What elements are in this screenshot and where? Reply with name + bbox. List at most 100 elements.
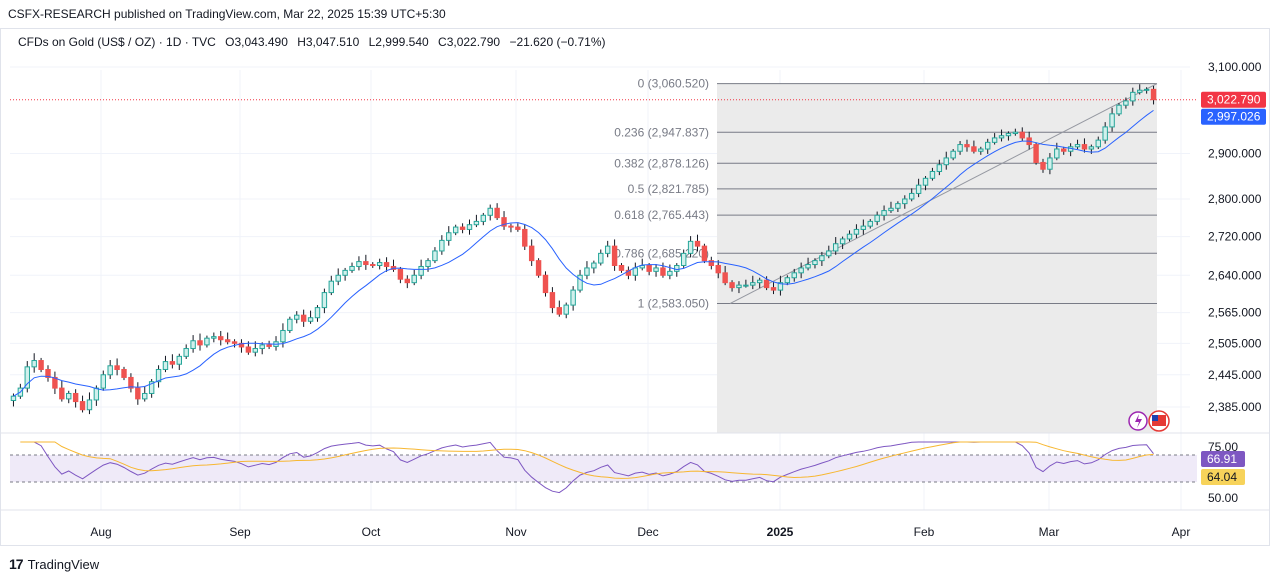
candle (584, 267, 590, 276)
candle (674, 264, 680, 272)
ma-value-tag-bg (1201, 108, 1266, 125)
candle (307, 317, 314, 322)
candle (763, 279, 770, 289)
candle (446, 232, 452, 241)
candle (936, 164, 943, 172)
moving-average-line (13, 109, 1154, 397)
candle (1116, 104, 1122, 115)
candle (839, 238, 846, 245)
candle (1061, 148, 1067, 152)
candle (432, 250, 438, 262)
candle (121, 368, 127, 378)
candle (998, 135, 1005, 139)
candle (563, 304, 569, 315)
candle (418, 265, 424, 276)
candle (1019, 131, 1025, 139)
candle (1143, 88, 1150, 91)
rsi-axis-label: 75.00 (1208, 440, 1238, 454)
candle (888, 207, 894, 212)
candle (211, 336, 217, 339)
rsi-value-tag-bg (1201, 451, 1245, 467)
candle (93, 387, 100, 401)
candle (722, 272, 728, 284)
candle (791, 272, 797, 279)
candle (142, 392, 148, 400)
rsi-value-tag: 66.91 (1207, 452, 1237, 466)
candle (770, 287, 777, 291)
fib-level-label: 0.618 (2,765.443) (614, 208, 709, 222)
candle (577, 274, 583, 291)
footer-brand: TradingView (27, 556, 100, 572)
candle (383, 262, 390, 267)
candle (1123, 100, 1129, 106)
fib-level-label: 0.236 (2,947.837) (614, 125, 709, 139)
candle (1137, 89, 1143, 93)
candle (356, 261, 362, 267)
published-header: CSFX-RESEARCH published on TradingView.c… (8, 7, 446, 21)
tradingview-footer[interactable]: 17 TradingView (9, 556, 99, 572)
candle (902, 198, 908, 205)
candle (798, 267, 804, 274)
fib-level-label: 0.5 (2,821.785) (628, 182, 709, 196)
candle (680, 252, 687, 266)
time-axis-label: Dec (637, 525, 658, 539)
candle (971, 146, 977, 152)
candle (487, 207, 493, 216)
candle (653, 267, 659, 272)
candle (784, 277, 791, 284)
candle (542, 274, 549, 294)
candle (908, 192, 915, 200)
last-price-tag: 3,022.790 (1207, 93, 1261, 107)
candle (860, 225, 867, 230)
candle (38, 360, 44, 370)
low-value: L2,999.540 (368, 35, 429, 49)
candle (812, 260, 818, 266)
price-axis-label: 2,565.000 (1208, 306, 1262, 320)
candle (148, 381, 155, 394)
candle (805, 264, 811, 269)
fib-level-label: 0.382 (2,878.126) (614, 156, 709, 170)
candle (819, 255, 825, 262)
candle (1130, 91, 1136, 102)
candle (646, 264, 652, 272)
price-axis-label: 2,720.000 (1208, 230, 1262, 244)
tradingview-logo-icon: 17 (9, 556, 24, 572)
candle (598, 252, 604, 264)
candle (701, 245, 708, 262)
candle (874, 214, 880, 222)
symbol-label: CFDs on Gold (US$ / OZ) · 1D · TVC (18, 35, 216, 49)
candle (929, 170, 936, 179)
high-value: H3,047.510 (297, 35, 360, 49)
candle (708, 260, 715, 266)
candle (978, 148, 984, 152)
candle (528, 245, 535, 262)
rsi-band (10, 455, 1197, 482)
candle (1012, 131, 1019, 135)
candle (826, 250, 832, 257)
candle (660, 267, 666, 276)
rsi-ma-tag: 64.04 (1207, 470, 1237, 484)
price-axis-label: 2,900.000 (1208, 146, 1262, 160)
candle (342, 269, 348, 276)
candle (867, 220, 873, 227)
candle (404, 278, 411, 284)
candle (314, 307, 321, 319)
candle (1040, 161, 1046, 170)
time-axis-label: Sep (229, 525, 251, 539)
candle (570, 289, 576, 306)
candle (694, 240, 701, 247)
flag-canton-icon (1152, 415, 1158, 421)
candle (832, 243, 839, 252)
candle (743, 284, 749, 287)
candle (294, 314, 300, 320)
candle (231, 341, 238, 344)
rsi-ma-line (20, 441, 1154, 479)
symbol-legend: CFDs on Gold (US$ / OZ) · 1D · TVC O3,04… (18, 35, 612, 49)
candle (100, 374, 106, 389)
candle (1109, 113, 1115, 128)
candle (280, 329, 286, 343)
candle (964, 144, 970, 148)
candle (363, 261, 369, 266)
candle (632, 267, 639, 276)
